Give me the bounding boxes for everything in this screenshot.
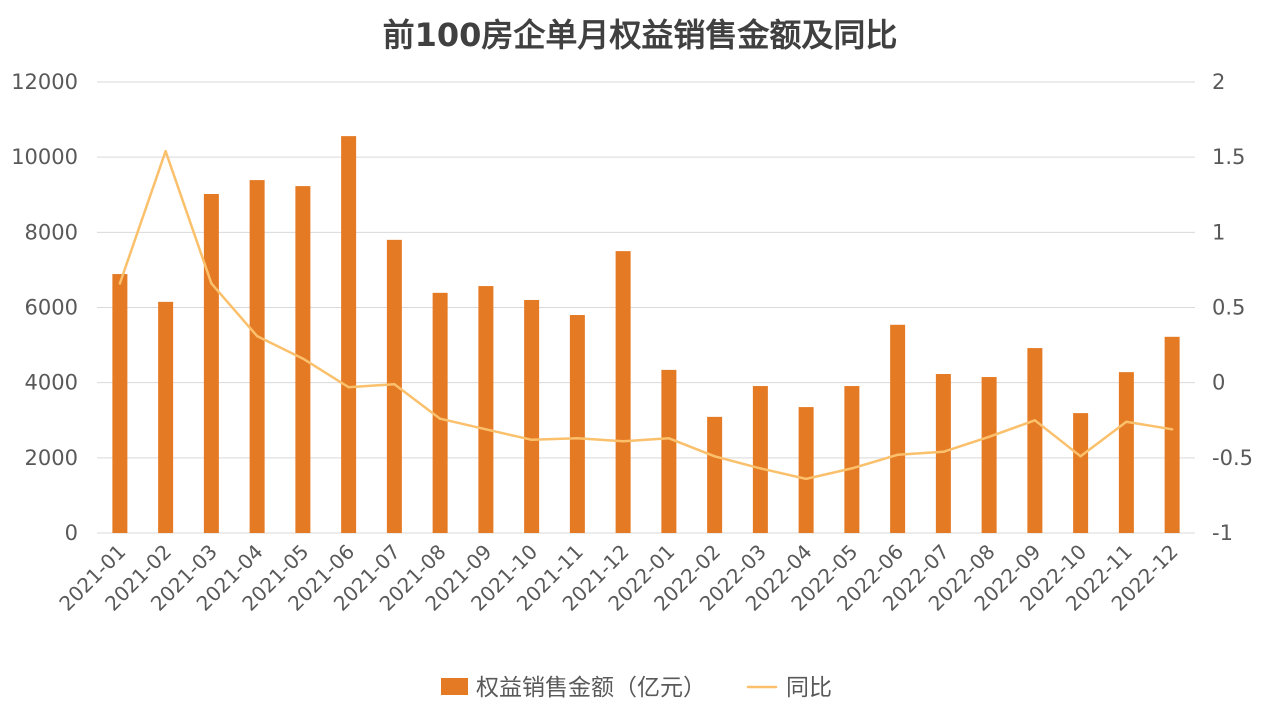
- bar-2022-08: [981, 377, 997, 533]
- bar-2021-04: [249, 180, 265, 533]
- legend: 权益销售金额（亿元） 同比: [441, 675, 832, 701]
- bar-2022-11: [1118, 372, 1134, 533]
- legend-label-sales: 权益销售金额（亿元）: [476, 675, 706, 701]
- yoy-point-2022-06: [896, 453, 899, 457]
- yoy-point-2021-08: [438, 417, 442, 420]
- right-axis-tick-label: 1.5: [1212, 145, 1245, 169]
- bar-2021-09: [478, 286, 494, 533]
- legend-label-yoy: 同比: [786, 675, 832, 701]
- bar-2022-07: [935, 374, 951, 533]
- bar-2022-02: [707, 416, 723, 533]
- right-axis-tick-label: 2: [1212, 70, 1225, 94]
- left-axis-tick-label: 2000: [25, 446, 78, 470]
- legend-bar-swatch: [441, 678, 468, 695]
- yoy-point-2022-07: [942, 450, 945, 454]
- gridlines: [97, 81, 1195, 534]
- bar-series-sales: [112, 136, 1180, 533]
- yoy-point-2022-03: [759, 467, 762, 470]
- yoy-point-2022-01: [667, 437, 671, 440]
- yoy-point-2022-05: [850, 467, 854, 470]
- bar-2021-07: [386, 239, 402, 533]
- bar-2022-10: [1073, 413, 1089, 533]
- bar-2021-12: [615, 251, 631, 533]
- yoy-point-2022-04: [804, 477, 808, 481]
- right-axis-tick-labels: -1 -0.5 0 0.5 1 1.5 2: [1212, 70, 1253, 545]
- series-line-yoy: [118, 149, 1174, 481]
- bar-2022-12: [1164, 336, 1180, 533]
- yoy-point-2021-12: [621, 440, 625, 443]
- yoy-point-2021-03: [210, 282, 213, 285]
- chart-title: 前100房企单月权益销售金额及同比: [383, 16, 898, 54]
- yoy-point-2021-04: [255, 334, 259, 338]
- yoy-point-2021-10: [530, 438, 533, 441]
- yoy-point-2021-11: [576, 437, 579, 440]
- right-axis-tick-label: 1: [1212, 220, 1225, 244]
- yoy-point-2022-11: [1125, 420, 1128, 423]
- left-axis-tick-label: 6000: [25, 296, 78, 320]
- left-axis-tick-label: 4000: [25, 371, 78, 395]
- legend-item-sales[interactable]: 权益销售金额（亿元）: [441, 675, 706, 701]
- left-axis-tick-label: 0: [65, 521, 78, 545]
- right-axis-tick-label: 0: [1212, 371, 1225, 395]
- left-axis-tick-label: 8000: [25, 220, 78, 244]
- yoy-point-2021-01: [118, 282, 122, 285]
- bar-2021-03: [203, 193, 219, 533]
- right-axis-tick-label: -1: [1212, 521, 1233, 545]
- bar-2022-04: [798, 407, 814, 533]
- yoy-point-2022-12: [1170, 428, 1174, 431]
- bar-2022-01: [661, 369, 677, 533]
- yoy-point-2021-05: [301, 357, 305, 360]
- yoy-point-2022-10: [1079, 455, 1082, 458]
- bar-2021-02: [158, 301, 174, 533]
- bar-2021-01: [112, 274, 128, 533]
- legend-item-yoy[interactable]: 同比: [746, 675, 832, 701]
- yoy-point-2022-08: [987, 435, 991, 438]
- bar-2021-10: [524, 299, 540, 533]
- left-axis-tick-labels: 0 2000 4000 6000 8000 10000 12000: [11, 70, 78, 545]
- left-axis-tick-label: 12000: [11, 70, 78, 94]
- bar-2022-05: [844, 386, 860, 533]
- bar-2021-11: [569, 315, 585, 533]
- yoy-point-2021-07: [393, 382, 396, 386]
- yoy-point-2021-02: [164, 149, 167, 153]
- yoy-point-2022-02: [713, 455, 716, 458]
- left-axis-tick-label: 10000: [11, 145, 78, 169]
- right-axis-tick-label: -0.5: [1212, 446, 1253, 470]
- line-series-yoy: [118, 149, 1174, 481]
- yoy-point-2022-09: [1033, 419, 1037, 422]
- yoy-point-2021-09: [484, 428, 488, 431]
- right-axis-tick-label: 0.5: [1212, 296, 1245, 320]
- bar-2022-06: [890, 324, 906, 533]
- yoy-point-2021-06: [347, 385, 350, 389]
- bar-2021-08: [432, 292, 448, 533]
- bar-2022-09: [1027, 348, 1043, 533]
- bar-2022-03: [752, 386, 768, 533]
- bar-2021-06: [341, 136, 357, 533]
